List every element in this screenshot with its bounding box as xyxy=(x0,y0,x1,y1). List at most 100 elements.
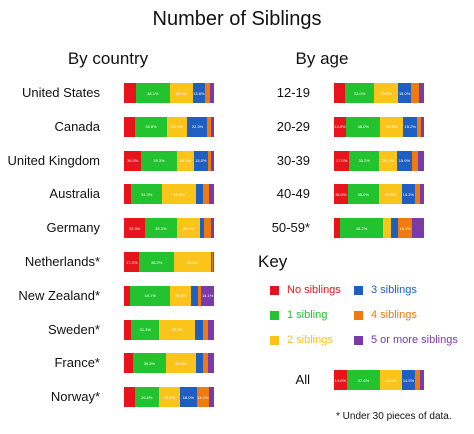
row-label-all: All xyxy=(295,372,310,387)
bar-segment-1: 19.3% xyxy=(124,150,142,171)
panel-heading-by-age: By age xyxy=(295,49,349,68)
bar-segment-5 xyxy=(202,353,209,374)
bar-segment-2: 34.8% xyxy=(135,116,167,137)
bar-segment-2: 33.2% xyxy=(349,150,380,171)
bar-segment-2: 37.6% xyxy=(346,370,381,390)
bar-segment-3: 19.3% xyxy=(176,150,195,171)
bar-segment-2: 35.3% xyxy=(144,218,177,239)
bar-segment-6 xyxy=(212,252,214,272)
bar-segment-4: 15.0% xyxy=(397,83,412,103)
bar-age: 33.0% 26.0% 15.0% xyxy=(334,83,424,103)
bar-segment-6 xyxy=(418,83,424,103)
row-label-country: Germany xyxy=(46,220,100,236)
bar-segment-5 xyxy=(204,83,211,103)
bar-segment-1: 17.2% xyxy=(124,252,140,272)
bar-segment-4: 13.8% xyxy=(192,83,205,103)
bar-segment-3: 25.1% xyxy=(169,83,193,103)
bar-segment-2: 48.2% xyxy=(339,218,384,239)
bar-segment-5 xyxy=(414,184,421,205)
row-label-age: 40-49 xyxy=(276,186,310,202)
bar-segment-1 xyxy=(124,83,136,103)
bar-segment-3: 26.1% xyxy=(176,218,201,239)
bar-segment-1 xyxy=(124,184,132,205)
bar-segment-3: 41.4% xyxy=(173,252,212,272)
bar-segment-4 xyxy=(195,184,204,205)
key-item: No siblings xyxy=(270,284,341,296)
bar-segment-6 xyxy=(411,218,424,239)
bar-segment-6 xyxy=(208,319,214,340)
bar-age: 48.2% 15.1% xyxy=(334,218,424,239)
bar-segment-3: 24.0% xyxy=(158,387,181,408)
bar-segment-6 xyxy=(420,370,424,390)
bar-segment-3: 23.1% xyxy=(166,116,188,137)
bar-country: 23.3% 35.3% 26.1% xyxy=(124,218,214,239)
key-label: 2 siblings xyxy=(287,334,333,346)
row-label-country: Netherlands* xyxy=(24,254,100,269)
key-swatch xyxy=(354,310,363,320)
bar-segment-1 xyxy=(124,353,134,374)
row-label-country: Sweden* xyxy=(47,321,100,337)
bar-segment-1 xyxy=(124,116,136,137)
bar-segment-2: 39.3% xyxy=(141,150,177,171)
bar-country: 34.3% 37.6% xyxy=(124,184,214,205)
bar-segment-6 xyxy=(208,184,214,205)
bar-country: 34.8% 23.1% 22.3% xyxy=(124,116,214,137)
bar-segment-3: 26.0% xyxy=(374,83,398,103)
bar-segment-4: 14.2% xyxy=(401,184,415,205)
bar-segment-5 xyxy=(411,83,419,103)
bar-segment-1: 23.3% xyxy=(124,218,145,239)
bar-segment-2: 44.1% xyxy=(130,285,170,306)
bar-segment-2: 34.3% xyxy=(131,184,163,205)
key-swatch xyxy=(354,285,363,295)
bar-age: 15.0% 35.0% 25.5% 14.2% xyxy=(334,184,424,205)
bar-segment-1: 13.5% xyxy=(334,116,347,137)
bar-segment-4 xyxy=(191,285,198,306)
key-swatch xyxy=(270,335,279,345)
bar-segment-4 xyxy=(390,218,399,239)
key-heading: Key xyxy=(258,252,288,271)
bar-segment-6 xyxy=(420,184,424,205)
bar-segment-6 xyxy=(209,387,214,408)
bar-segment-3: 20.1% xyxy=(379,150,398,171)
bar-country: 36.3% 33.4% xyxy=(124,353,214,374)
bar-country: 31.3% 39.9% xyxy=(124,319,214,340)
row-label-country: United Kingdom xyxy=(7,152,101,168)
bar-segment-3: 24.0% xyxy=(380,370,403,390)
bar-segment-2: 38.0% xyxy=(346,116,381,137)
row-label-age: 50-59* xyxy=(271,220,310,236)
bar-all: 14.0% 37.6% 24.0% 14.5% xyxy=(334,370,424,390)
bar-segment-5: 15.1% xyxy=(398,218,412,239)
bar-segment-2: 33.0% xyxy=(344,83,375,103)
row-label-age: 30-39 xyxy=(276,152,310,168)
bar-segment-2: 38.2% xyxy=(139,252,174,272)
bar-segment-3: 23.8% xyxy=(169,285,192,306)
key-label: 1 sibling xyxy=(287,309,328,321)
bar-segment-5 xyxy=(197,285,202,306)
bar-segment-6 xyxy=(418,150,424,171)
bar-segment-3: 25.5% xyxy=(379,184,402,205)
bar-country: 44.1% 23.8% 14.1% xyxy=(124,285,214,306)
bar-segment-3: 33.4% xyxy=(165,353,196,374)
bar-segment-4: 15.2% xyxy=(403,116,418,137)
bar-segment-4 xyxy=(211,252,212,272)
bar-segment-5 xyxy=(207,150,211,171)
bar-segment-3 xyxy=(383,218,391,239)
row-label-age: 20-29 xyxy=(276,118,310,134)
bar-segment-1 xyxy=(334,83,345,103)
bar-country: 19.3% 39.3% 19.3% 15.0% xyxy=(124,150,214,171)
row-label-age: 12-19 xyxy=(276,85,310,100)
bar-segment-4: 22.3% xyxy=(187,116,208,137)
row-label-country: Norway* xyxy=(50,389,100,405)
footnote: * Under 30 pieces of data. xyxy=(336,411,452,422)
key-label: 5 or more siblings xyxy=(371,334,458,346)
bar-age: 17.0% 33.2% 20.1% 15.9% xyxy=(334,150,424,171)
key-swatch xyxy=(354,335,363,345)
bar-segment-3: 39.9% xyxy=(159,319,196,340)
bar-segment-5 xyxy=(202,319,209,340)
bar-segment-2: 38.1% xyxy=(135,83,170,103)
bar-segment-1 xyxy=(124,319,132,340)
row-label-country: France* xyxy=(54,355,100,371)
bar-segment-4: 15.0% xyxy=(194,150,208,171)
chart-title: Number of Siblings xyxy=(152,8,322,30)
bar-segment-6 xyxy=(211,116,214,137)
